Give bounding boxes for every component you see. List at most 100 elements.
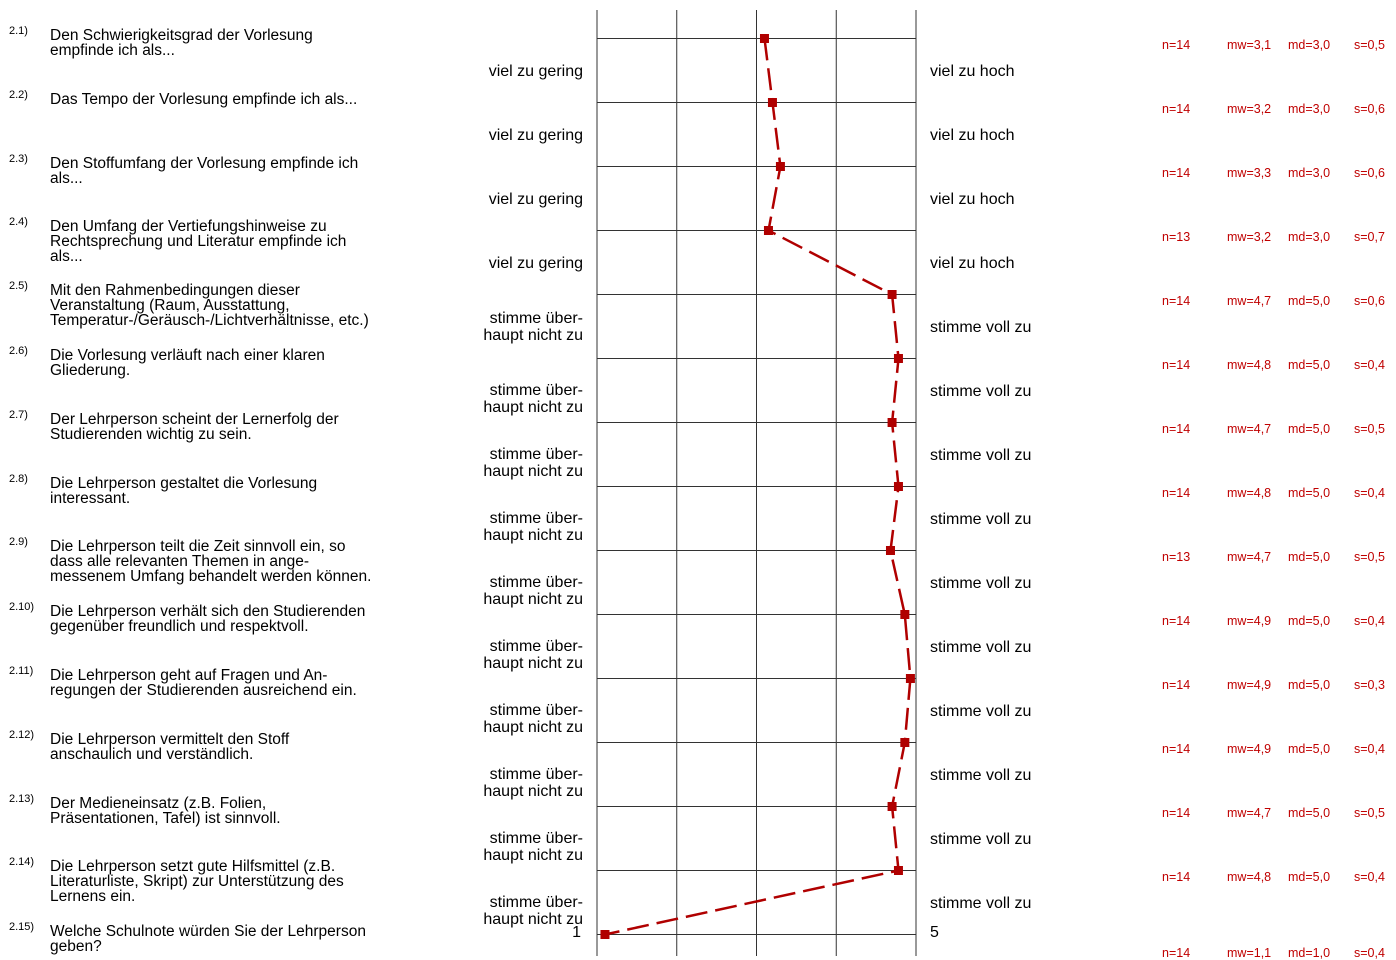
stat-s: s=0,5: [1354, 805, 1385, 820]
scale-right-label: stimme voll zu: [930, 382, 1032, 400]
stat-mw: mw=3,2: [1227, 101, 1272, 116]
scale-right-label: viel zu hoch: [930, 62, 1015, 80]
stat-md: md=5,0: [1288, 805, 1331, 820]
stat-s: s=0,6: [1354, 293, 1385, 308]
question-text: Den Umfang der Vertiefungshinweise zu Re…: [50, 217, 347, 265]
question-text: Das Tempo der Vorlesung empfinde ich als…: [50, 90, 358, 108]
scale-right-label: stimme voll zu: [930, 702, 1032, 720]
scale-left-label: viel zu gering: [488, 254, 583, 272]
scale-left-label: viel zu gering: [488, 62, 583, 80]
question-number: 2.1): [9, 24, 28, 37]
scale-right-label: stimme voll zu: [930, 894, 1032, 912]
stat-s: s=0,4: [1354, 869, 1385, 884]
question-number: 2.2): [9, 88, 28, 101]
question-number: 2.12): [9, 728, 35, 741]
stat-mw: mw=4,8: [1227, 485, 1272, 500]
question-number: 2.9): [9, 535, 28, 548]
stat-n: n=14: [1162, 37, 1191, 52]
scale-left-label: stimme über- haupt nicht zu: [483, 509, 583, 544]
stat-md: md=5,0: [1288, 293, 1331, 308]
question-number: 2.6): [9, 344, 28, 357]
stat-md: md=3,0: [1288, 37, 1331, 52]
scale-right-label: stimme voll zu: [930, 638, 1032, 656]
stat-md: md=3,0: [1288, 165, 1331, 180]
scale-right-label: viel zu hoch: [930, 190, 1015, 208]
stat-mw: mw=3,3: [1227, 165, 1272, 180]
stat-md: md=3,0: [1288, 101, 1331, 116]
question-number: 2.3): [9, 152, 28, 165]
stat-s: s=0,4: [1354, 485, 1385, 500]
stat-md: md=5,0: [1288, 421, 1331, 436]
scale-left-label: stimme über- haupt nicht zu: [483, 309, 583, 344]
question-text: Die Lehrperson geht auf Fragen und An- r…: [50, 666, 357, 699]
scale-right-label: stimme voll zu: [930, 766, 1032, 784]
stat-mw: mw=4,7: [1227, 549, 1272, 564]
scale-right-label: viel zu hoch: [930, 126, 1015, 144]
scale-right-label: stimme voll zu: [930, 446, 1032, 464]
stat-md: md=5,0: [1288, 613, 1331, 628]
scale-left-label: stimme über- haupt nicht zu: [483, 893, 583, 928]
question-text: Die Lehrperson setzt gute Hilfsmittel (z…: [50, 857, 344, 905]
data-point-marker: [900, 738, 910, 747]
stat-n: n=14: [1162, 613, 1191, 628]
stat-s: s=0,6: [1354, 165, 1385, 180]
question-number: 2.7): [9, 408, 28, 421]
data-point-marker: [905, 674, 915, 683]
stat-s: s=0,4: [1354, 613, 1385, 628]
question-number: 2.4): [9, 215, 28, 228]
scale-left-label: stimme über- haupt nicht zu: [483, 637, 583, 672]
stat-mw: mw=4,7: [1227, 293, 1272, 308]
scale-left-label: stimme über- haupt nicht zu: [483, 381, 583, 416]
scale-left-label: 1: [572, 923, 581, 941]
stat-n: n=14: [1162, 357, 1191, 372]
stat-md: md=5,0: [1288, 677, 1331, 692]
question-text: Die Lehrperson gestaltet die Vorlesung i…: [50, 474, 318, 507]
question-text: Die Vorlesung verläuft nach einer klaren…: [50, 346, 325, 379]
stat-n: n=14: [1162, 421, 1191, 436]
stat-n: n=14: [1162, 101, 1191, 116]
stat-md: md=3,0: [1288, 229, 1331, 244]
stat-md: md=5,0: [1288, 869, 1331, 884]
scale-left-label: stimme über- haupt nicht zu: [483, 445, 583, 480]
stat-s: s=0,5: [1354, 549, 1385, 564]
data-point-marker: [887, 802, 897, 811]
stat-mw: mw=4,9: [1227, 613, 1272, 628]
scale-left-label: stimme über- haupt nicht zu: [483, 573, 583, 608]
stat-mw: mw=4,8: [1227, 869, 1272, 884]
stat-n: n=14: [1162, 293, 1191, 308]
data-point-marker: [763, 226, 773, 235]
stat-mw: mw=4,9: [1227, 741, 1272, 756]
stat-s: s=0,5: [1354, 37, 1385, 52]
scale-left-label: stimme über- haupt nicht zu: [483, 701, 583, 736]
stat-n: n=14: [1162, 485, 1191, 500]
stat-n: n=14: [1162, 869, 1191, 884]
stat-s: s=0,4: [1354, 741, 1385, 756]
data-point-marker: [775, 162, 785, 171]
stat-mw: mw=4,7: [1227, 421, 1272, 436]
question-number: 2.5): [9, 279, 28, 292]
stat-n: n=14: [1162, 677, 1191, 692]
stat-md: md=5,0: [1288, 741, 1331, 756]
stat-n: n=13: [1162, 229, 1191, 244]
stat-mw: mw=4,7: [1227, 805, 1272, 820]
stat-md: md=5,0: [1288, 549, 1331, 564]
question-text: Den Stoffumfang der Vorlesung empfinde i…: [50, 154, 359, 187]
stat-mw: mw=3,1: [1227, 37, 1272, 52]
question-number: 2.14): [9, 855, 35, 868]
stat-s: s=0,5: [1354, 421, 1385, 436]
stat-mw: mw=4,9: [1227, 677, 1272, 692]
question-text: Die Lehrperson teilt die Zeit sinnvoll e…: [50, 537, 372, 585]
question-number: 2.11): [9, 664, 34, 677]
stat-n: n=13: [1162, 549, 1191, 564]
question-text: Der Lehrperson scheint der Lernerfolg de…: [50, 410, 339, 443]
question-number: 2.15): [9, 920, 35, 933]
data-point-marker: [900, 610, 910, 619]
scale-left-label: stimme über- haupt nicht zu: [483, 765, 583, 800]
data-point-marker: [887, 290, 897, 299]
stat-mw: mw=4,8: [1227, 357, 1272, 372]
scale-right-label: viel zu hoch: [930, 254, 1015, 272]
stat-md: md=5,0: [1288, 485, 1331, 500]
question-text: Die Lehrperson vermittelt den Stoff ansc…: [50, 730, 290, 763]
question-text: Der Medieneinsatz (z.B. Folien, Präsenta…: [50, 794, 281, 827]
